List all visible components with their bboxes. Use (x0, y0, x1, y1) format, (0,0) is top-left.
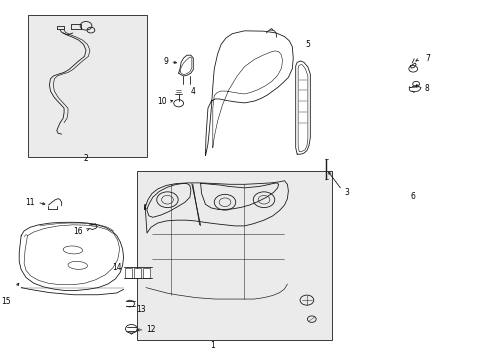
Text: 2: 2 (83, 154, 88, 163)
Text: 15: 15 (1, 297, 11, 306)
Bar (27, 15, 147, 157)
Text: 5: 5 (305, 40, 310, 49)
Text: 11: 11 (25, 198, 35, 207)
Text: 10: 10 (157, 97, 166, 106)
Bar (142, 267, 150, 278)
Text: 9: 9 (163, 57, 168, 66)
Text: 8: 8 (424, 84, 429, 93)
Text: 1: 1 (210, 341, 215, 350)
Text: 16: 16 (73, 228, 82, 237)
Text: 7: 7 (424, 54, 429, 63)
Text: 14: 14 (112, 264, 122, 273)
Text: 6: 6 (409, 192, 414, 201)
Text: 4: 4 (190, 86, 195, 95)
Bar (125, 267, 132, 278)
Text: 12: 12 (146, 325, 155, 334)
Bar (134, 267, 141, 278)
Bar (137, 171, 331, 339)
Text: 13: 13 (136, 305, 145, 314)
Text: 3: 3 (344, 188, 348, 197)
